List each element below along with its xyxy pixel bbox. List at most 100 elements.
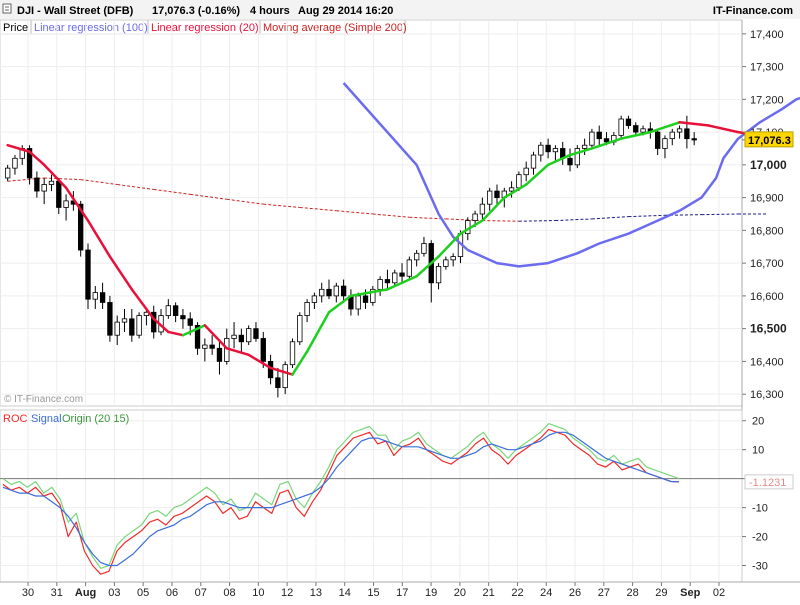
candle: [297, 312, 303, 346]
y-tick-label: 16,700: [750, 258, 784, 270]
series-ma200-segment: [80, 179, 118, 186]
candle: [158, 309, 164, 336]
series-ma200-segment: [518, 220, 556, 222]
chart-interval: 4 hours: [250, 5, 290, 17]
candle: [216, 341, 223, 375]
candle: [12, 155, 18, 175]
candle: [435, 263, 442, 290]
legend-price[interactable]: Price: [3, 22, 28, 34]
series-lr20-segment: [305, 311, 331, 353]
legend-moving-average-200[interactable]: Moving average (Simple 200): [263, 22, 407, 34]
candle: [421, 236, 427, 257]
candle: [340, 279, 347, 303]
candle: [567, 148, 573, 172]
candle: [231, 322, 237, 349]
legend-linear-regression-20[interactable]: Linear regression (20): [151, 22, 259, 34]
candle: [654, 128, 661, 156]
x-tick-label: 06: [166, 587, 178, 599]
candle: [151, 305, 157, 339]
series-lr20-segment: [349, 288, 389, 298]
candle: [34, 171, 40, 198]
candle: [319, 282, 325, 303]
x-tick-label: 26: [569, 587, 581, 599]
series-ma200-segment: [226, 198, 264, 205]
candle: [669, 128, 675, 146]
x-tick-label: 05: [137, 587, 149, 599]
x-tick-label: 24: [540, 587, 552, 599]
x-tick-label: 17: [396, 587, 408, 599]
instrument-title: DJI - Wall Street (DFB): [17, 5, 134, 17]
brand-label: IT-Finance.com: [713, 5, 793, 17]
x-tick-label: 21: [483, 587, 495, 599]
series-lr20-segment: [327, 294, 353, 314]
series-lr20-segment: [167, 330, 185, 337]
candle: [443, 256, 449, 270]
series-lr20-segment: [524, 163, 550, 186]
candle: [172, 302, 179, 323]
candle: [552, 145, 559, 162]
series-lr20-segment: [6, 143, 31, 154]
candle: [304, 299, 310, 323]
series-lr20-segment: [437, 232, 462, 258]
y-tick-label: 16,300: [750, 389, 784, 401]
series-ma200-segment: [117, 184, 154, 190]
y-tick-label: 16,900: [750, 193, 784, 205]
candle: [114, 315, 120, 346]
roc-y-tick-label: 10: [752, 445, 764, 457]
candle: [121, 309, 128, 332]
candle: [4, 164, 11, 182]
series-lr20-segment: [415, 255, 440, 278]
candle: [333, 282, 339, 303]
series-lr20-segment: [152, 317, 170, 334]
y-tick-label: 16,500: [750, 322, 787, 336]
x-tick-label: 10: [252, 587, 264, 599]
candle: [136, 312, 142, 339]
roc-panel: [0, 409, 743, 583]
chart-timestamp: Aug 29 2014 16:20: [298, 5, 393, 17]
roc-legend-roc[interactable]: ROC: [3, 413, 28, 425]
candle: [202, 338, 208, 362]
candle: [406, 256, 413, 280]
candle: [581, 138, 588, 156]
x-tick-label: 07: [195, 587, 207, 599]
series-ma200-segment: [190, 193, 227, 200]
candle: [399, 263, 405, 283]
x-tick-label: 15: [367, 587, 379, 599]
series-ma200-segment: [153, 188, 191, 195]
series-lr20-segment: [481, 196, 506, 222]
series-lr20-segment: [619, 130, 652, 140]
roc-last-value-box: [744, 474, 794, 490]
series-lr20-segment: [108, 255, 134, 291]
y-tick-label: 17,200: [750, 94, 784, 106]
series-lr20-segment: [707, 124, 740, 134]
series-ma200-segment: [44, 177, 81, 181]
menu-icon[interactable]: [2, 3, 12, 14]
candle: [392, 269, 398, 287]
series-lr20-segment: [269, 366, 294, 376]
series-ma200-segment: [701, 213, 739, 216]
series-lr20-segment: [181, 324, 207, 337]
series-lr20-segment: [590, 137, 623, 150]
candle: [494, 184, 500, 205]
series-lr20-segment: [86, 219, 112, 258]
candle: [479, 197, 486, 221]
roc-legend-origin[interactable]: Origin (20 15): [62, 413, 129, 425]
candle: [246, 325, 252, 346]
legend-linear-regression-100[interactable]: Linear regression (100): [34, 22, 148, 34]
candle: [633, 122, 639, 136]
series-lr20-segment: [546, 153, 572, 167]
series-lr20-segment: [28, 150, 46, 167]
last-price-box: [744, 131, 794, 148]
candle: [684, 115, 690, 149]
candle: [311, 292, 318, 309]
series-ma200-segment: [299, 206, 337, 212]
series-ma200-segment: [409, 216, 446, 220]
roc-legend-signal[interactable]: Signal: [31, 413, 62, 425]
candle: [99, 282, 106, 309]
y-tick-label: 16,800: [750, 225, 784, 237]
candle: [165, 299, 171, 319]
candle: [260, 331, 266, 368]
candle: [180, 309, 186, 329]
last-price-label: 17,076.3: [748, 135, 791, 147]
x-tick-label: 22: [511, 587, 523, 599]
